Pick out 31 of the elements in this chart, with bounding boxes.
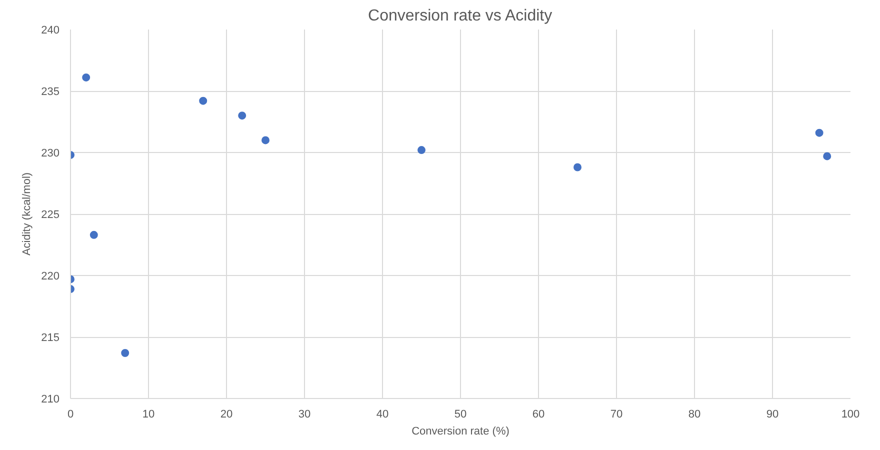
y-tick-label: 235 [41, 86, 60, 98]
point [823, 152, 832, 160]
y-tick-label: 220 [41, 270, 60, 282]
point [418, 146, 426, 154]
y-axis-title: Acidity (kcal/mol) [21, 172, 34, 256]
point [199, 96, 208, 105]
x-tick-label: 60 [532, 408, 545, 420]
x-tick-label: 40 [376, 408, 389, 420]
x-tick-label: 90 [766, 408, 779, 420]
y-tick-label: 215 [41, 332, 60, 344]
y-tick-label: 230 [41, 148, 60, 160]
point [121, 348, 130, 357]
point [238, 112, 246, 120]
y-tick-label: 225 [41, 209, 60, 221]
point [262, 136, 270, 144]
point [82, 73, 90, 82]
point [90, 230, 98, 239]
y-tick-label: 240 [41, 24, 60, 36]
x-tick-label: 10 [142, 408, 155, 420]
chart-title: Conversion rate vs Acidity [368, 8, 552, 24]
x-tick-label: 70 [610, 408, 623, 420]
x-axis-title: Conversion rate (%) [412, 426, 510, 438]
x-tick-label: 100 [841, 408, 860, 420]
x-tick-label: 0 [67, 408, 74, 420]
point [815, 128, 824, 137]
x-tick-label: 20 [220, 408, 233, 420]
x-tick-label: 30 [298, 408, 311, 420]
point [574, 163, 582, 172]
x-tick-label: 80 [688, 408, 701, 420]
y-tick-label: 210 [41, 394, 60, 406]
x-tick-label: 50 [454, 408, 467, 420]
